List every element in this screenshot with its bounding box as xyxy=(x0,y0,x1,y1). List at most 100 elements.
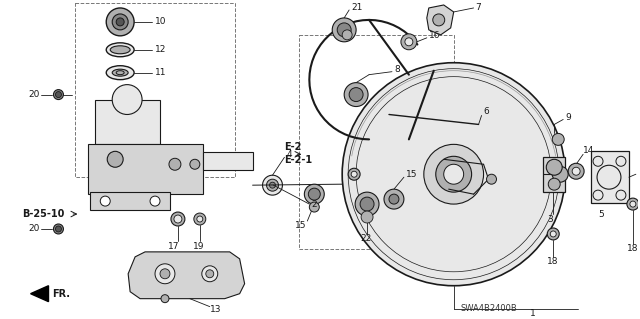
Circle shape xyxy=(206,270,214,278)
Circle shape xyxy=(547,159,562,175)
Circle shape xyxy=(202,266,218,282)
Circle shape xyxy=(54,90,63,100)
Circle shape xyxy=(150,196,160,206)
Circle shape xyxy=(190,159,200,169)
Circle shape xyxy=(171,212,185,226)
Circle shape xyxy=(344,83,368,107)
Text: 14: 14 xyxy=(583,146,595,155)
Circle shape xyxy=(342,30,352,40)
Circle shape xyxy=(54,224,63,234)
Text: 10: 10 xyxy=(155,18,166,26)
Circle shape xyxy=(572,167,580,175)
Circle shape xyxy=(433,14,445,26)
Text: 6: 6 xyxy=(484,107,490,116)
Circle shape xyxy=(174,215,182,223)
Circle shape xyxy=(266,179,278,191)
Text: 20: 20 xyxy=(29,90,40,99)
Text: E-2: E-2 xyxy=(284,142,302,152)
Bar xyxy=(543,157,565,192)
Text: 3: 3 xyxy=(547,214,553,224)
Circle shape xyxy=(630,201,636,207)
Polygon shape xyxy=(31,286,49,302)
Text: 4: 4 xyxy=(287,150,292,159)
Text: 22: 22 xyxy=(360,234,371,243)
Circle shape xyxy=(355,192,379,216)
Circle shape xyxy=(197,216,203,222)
Circle shape xyxy=(550,231,556,237)
Circle shape xyxy=(444,164,463,184)
Text: 12: 12 xyxy=(155,45,166,54)
Text: 8: 8 xyxy=(394,65,400,74)
Circle shape xyxy=(424,145,484,204)
Text: 20: 20 xyxy=(29,225,40,234)
Circle shape xyxy=(332,18,356,42)
Circle shape xyxy=(108,151,123,167)
Circle shape xyxy=(56,226,61,232)
Text: 13: 13 xyxy=(210,305,221,314)
Circle shape xyxy=(56,92,61,98)
Circle shape xyxy=(360,197,374,211)
Text: 17: 17 xyxy=(168,242,179,251)
Circle shape xyxy=(100,196,110,206)
Ellipse shape xyxy=(110,46,130,54)
Circle shape xyxy=(552,133,564,145)
Bar xyxy=(203,152,253,170)
Circle shape xyxy=(112,14,128,30)
Text: 15: 15 xyxy=(296,221,307,231)
Circle shape xyxy=(342,63,565,286)
Circle shape xyxy=(351,171,357,177)
Circle shape xyxy=(348,168,360,180)
Circle shape xyxy=(384,189,404,209)
Text: 7: 7 xyxy=(476,4,481,12)
Circle shape xyxy=(309,202,319,212)
Text: SWA4B2400B: SWA4B2400B xyxy=(460,304,517,313)
Text: E-2-1: E-2-1 xyxy=(284,155,312,165)
Text: 11: 11 xyxy=(155,68,166,77)
Ellipse shape xyxy=(116,71,124,75)
Ellipse shape xyxy=(112,69,128,76)
Circle shape xyxy=(160,269,170,279)
Polygon shape xyxy=(128,252,244,299)
Circle shape xyxy=(155,264,175,284)
Circle shape xyxy=(547,228,559,240)
Circle shape xyxy=(116,18,124,26)
Circle shape xyxy=(161,295,169,303)
Polygon shape xyxy=(427,5,454,35)
Circle shape xyxy=(401,34,417,50)
Bar xyxy=(90,192,170,210)
Circle shape xyxy=(262,175,282,195)
Text: 18: 18 xyxy=(627,244,639,253)
Circle shape xyxy=(548,178,560,190)
Circle shape xyxy=(361,211,373,223)
Circle shape xyxy=(106,8,134,36)
Circle shape xyxy=(627,198,639,210)
Circle shape xyxy=(552,166,568,182)
Text: 9: 9 xyxy=(565,113,571,122)
Text: 16: 16 xyxy=(429,31,440,40)
Circle shape xyxy=(436,156,472,192)
Circle shape xyxy=(269,182,275,188)
Bar xyxy=(95,100,160,145)
Text: B-25-10: B-25-10 xyxy=(22,209,65,219)
Circle shape xyxy=(308,188,320,200)
Ellipse shape xyxy=(106,43,134,57)
Text: 21: 21 xyxy=(351,4,362,12)
Bar xyxy=(76,3,235,177)
Circle shape xyxy=(405,38,413,46)
Circle shape xyxy=(305,184,324,204)
Circle shape xyxy=(194,213,206,225)
Circle shape xyxy=(169,158,181,170)
Bar xyxy=(300,35,454,249)
Circle shape xyxy=(337,23,351,37)
Text: FR.: FR. xyxy=(52,289,70,299)
Text: 18: 18 xyxy=(547,257,559,266)
Circle shape xyxy=(568,163,584,179)
Circle shape xyxy=(349,88,363,101)
Text: 1: 1 xyxy=(531,309,536,318)
Circle shape xyxy=(112,85,142,115)
Text: 15: 15 xyxy=(406,170,417,179)
Text: 5: 5 xyxy=(598,210,604,219)
Text: 2: 2 xyxy=(311,200,317,209)
Circle shape xyxy=(486,174,497,184)
Circle shape xyxy=(389,194,399,204)
